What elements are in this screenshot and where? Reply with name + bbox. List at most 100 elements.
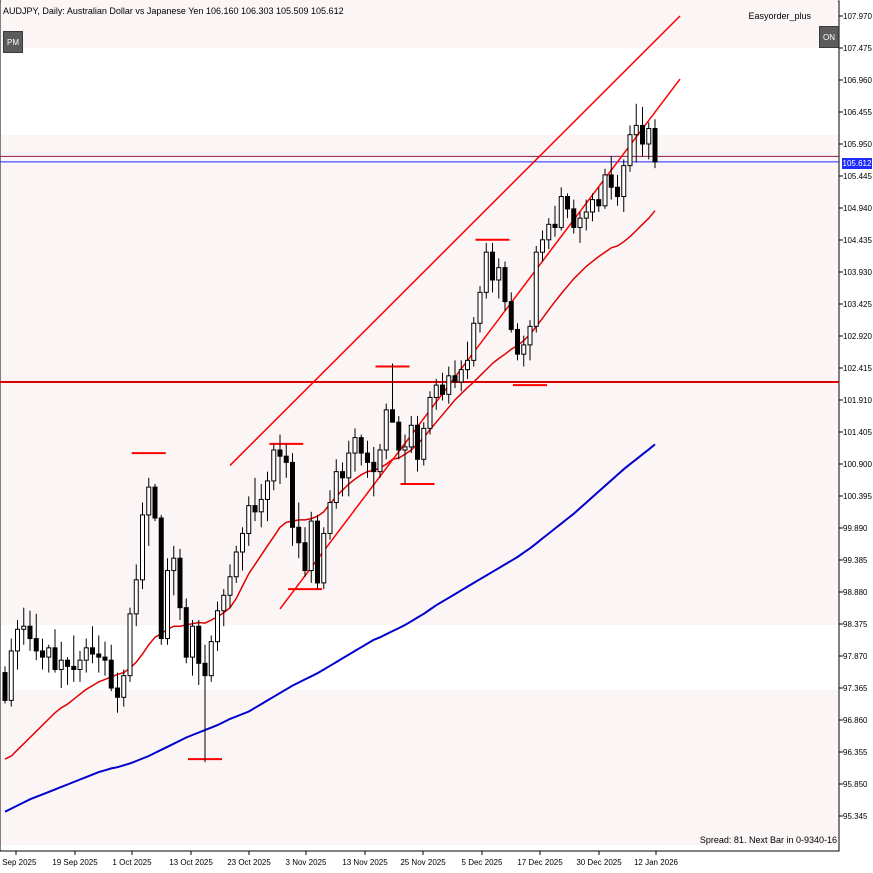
candle-body-98 <box>615 186 620 198</box>
x-tick-label-4: 23 Oct 2025 <box>227 858 271 867</box>
candle-body-88 <box>552 223 558 228</box>
bg-band-3 <box>1 690 838 845</box>
candle-body-104 <box>652 128 658 163</box>
candle-body-59 <box>371 461 377 473</box>
x-tick-label-10: 30 Dec 2025 <box>576 858 622 867</box>
y-tick-label-1: 107.475 <box>843 44 872 53</box>
candle-body-37 <box>233 551 239 578</box>
candle-body-31 <box>196 625 202 664</box>
candle-body-95 <box>596 199 602 207</box>
candle-body-93 <box>583 211 589 219</box>
candle-body-44 <box>277 449 283 457</box>
candle-body-29 <box>183 607 189 658</box>
candle-body-36 <box>227 576 233 596</box>
candle-body-4 <box>27 625 33 640</box>
y-tick-label-6: 104.940 <box>843 204 872 213</box>
candle-body-86 <box>540 239 545 253</box>
x-tick-label-8: 5 Dec 2025 <box>462 858 503 867</box>
chart-title: AUDJPY, Daily: Australian Dollar vs Japa… <box>3 6 344 16</box>
candle-body-41 <box>258 498 264 513</box>
candle-body-18 <box>115 687 120 698</box>
candle-body-74 <box>465 359 470 371</box>
candle-body-34 <box>215 610 220 643</box>
candle-body-85 <box>533 251 539 327</box>
candle-body-51 <box>321 532 327 584</box>
candle-body-75 <box>471 322 477 361</box>
candle-body-2 <box>15 628 20 652</box>
candle-body-58 <box>365 452 370 463</box>
candle-body-9 <box>58 659 64 670</box>
candle-body-90 <box>565 196 570 210</box>
candle-body-11 <box>71 665 77 670</box>
candle-body-81 <box>508 301 514 330</box>
candle-body-20 <box>127 613 133 677</box>
y-tick-label-8: 103.930 <box>843 268 872 277</box>
candle-body-56 <box>352 437 358 454</box>
candle-body-30 <box>190 625 195 658</box>
candle-body-1 <box>8 650 14 701</box>
candle-body-82 <box>515 328 520 355</box>
candle-body-10 <box>65 659 70 667</box>
y-tick-label-10: 102.920 <box>843 332 872 341</box>
y-tick-label-18: 98.880 <box>843 588 868 597</box>
candle-body-65 <box>408 424 414 448</box>
candle-body-96 <box>602 174 608 207</box>
candle-body-47 <box>296 526 302 544</box>
candle-body-6 <box>40 650 45 658</box>
candle-body-68 <box>427 396 433 429</box>
candle-body-78 <box>490 251 495 281</box>
candle-body-19 <box>121 675 127 698</box>
on-button[interactable]: ON <box>819 26 839 48</box>
candle-body-63 <box>396 421 402 451</box>
y-tick-label-17: 99.385 <box>843 556 868 565</box>
candle-body-40 <box>252 505 258 513</box>
bg-band-0 <box>1 0 838 48</box>
candle-body-33 <box>208 641 214 677</box>
candle-body-25 <box>158 517 164 640</box>
candle-body-62 <box>390 409 395 423</box>
candle-body-66 <box>415 424 420 460</box>
y-tick-label-7: 104.435 <box>843 236 872 245</box>
candle-body-50 <box>315 520 320 584</box>
candle-body-102 <box>640 124 645 145</box>
x-tick-label-1: 19 Sep 2025 <box>52 858 98 867</box>
candle-body-15 <box>96 653 102 658</box>
candle-body-46 <box>290 461 295 528</box>
candle-body-89 <box>558 196 564 228</box>
candle-body-35 <box>221 594 227 612</box>
y-tick-label-25: 95.345 <box>843 812 868 821</box>
candle-body-21 <box>133 579 139 615</box>
candle-body-5 <box>33 638 39 652</box>
y-tick-label-16: 99.890 <box>843 524 868 533</box>
candle-body-38 <box>240 532 245 553</box>
candle-body-55 <box>346 452 352 479</box>
candle-body-49 <box>308 520 314 572</box>
candle-body-45 <box>283 455 289 463</box>
candle-body-8 <box>52 647 58 670</box>
x-tick-label-3: 13 Oct 2025 <box>169 858 213 867</box>
x-tick-label-7: 25 Nov 2025 <box>400 858 446 867</box>
spread-info: Spread: 81. Next Bar in 0-9340-16 <box>699 835 837 845</box>
bg-band-2 <box>1 330 838 625</box>
candle-body-84 <box>527 325 533 346</box>
y-tick-label-22: 96.860 <box>843 716 868 725</box>
candle-body-94 <box>590 199 595 213</box>
ma-slow-line <box>4 443 656 813</box>
candle-body-61 <box>383 409 389 451</box>
y-tick-label-23: 96.355 <box>843 748 868 757</box>
candle-body-72 <box>452 375 458 383</box>
candle-body-32 <box>202 662 208 677</box>
y-tick-label-3: 106.455 <box>843 108 872 117</box>
y-tick-label-4: 105.950 <box>843 140 872 149</box>
candle-body-71 <box>446 375 452 395</box>
candle-body-48 <box>302 542 308 572</box>
candle-body-17 <box>108 659 114 689</box>
pm-button[interactable]: PM <box>3 31 23 53</box>
candle-body-100 <box>627 134 633 167</box>
candle-body-28 <box>177 557 183 609</box>
candle-body-7 <box>46 647 52 658</box>
channel-upper <box>229 15 681 466</box>
y-tick-label-2: 106.960 <box>843 76 872 85</box>
current-price-tag: 105.612 <box>842 158 872 169</box>
